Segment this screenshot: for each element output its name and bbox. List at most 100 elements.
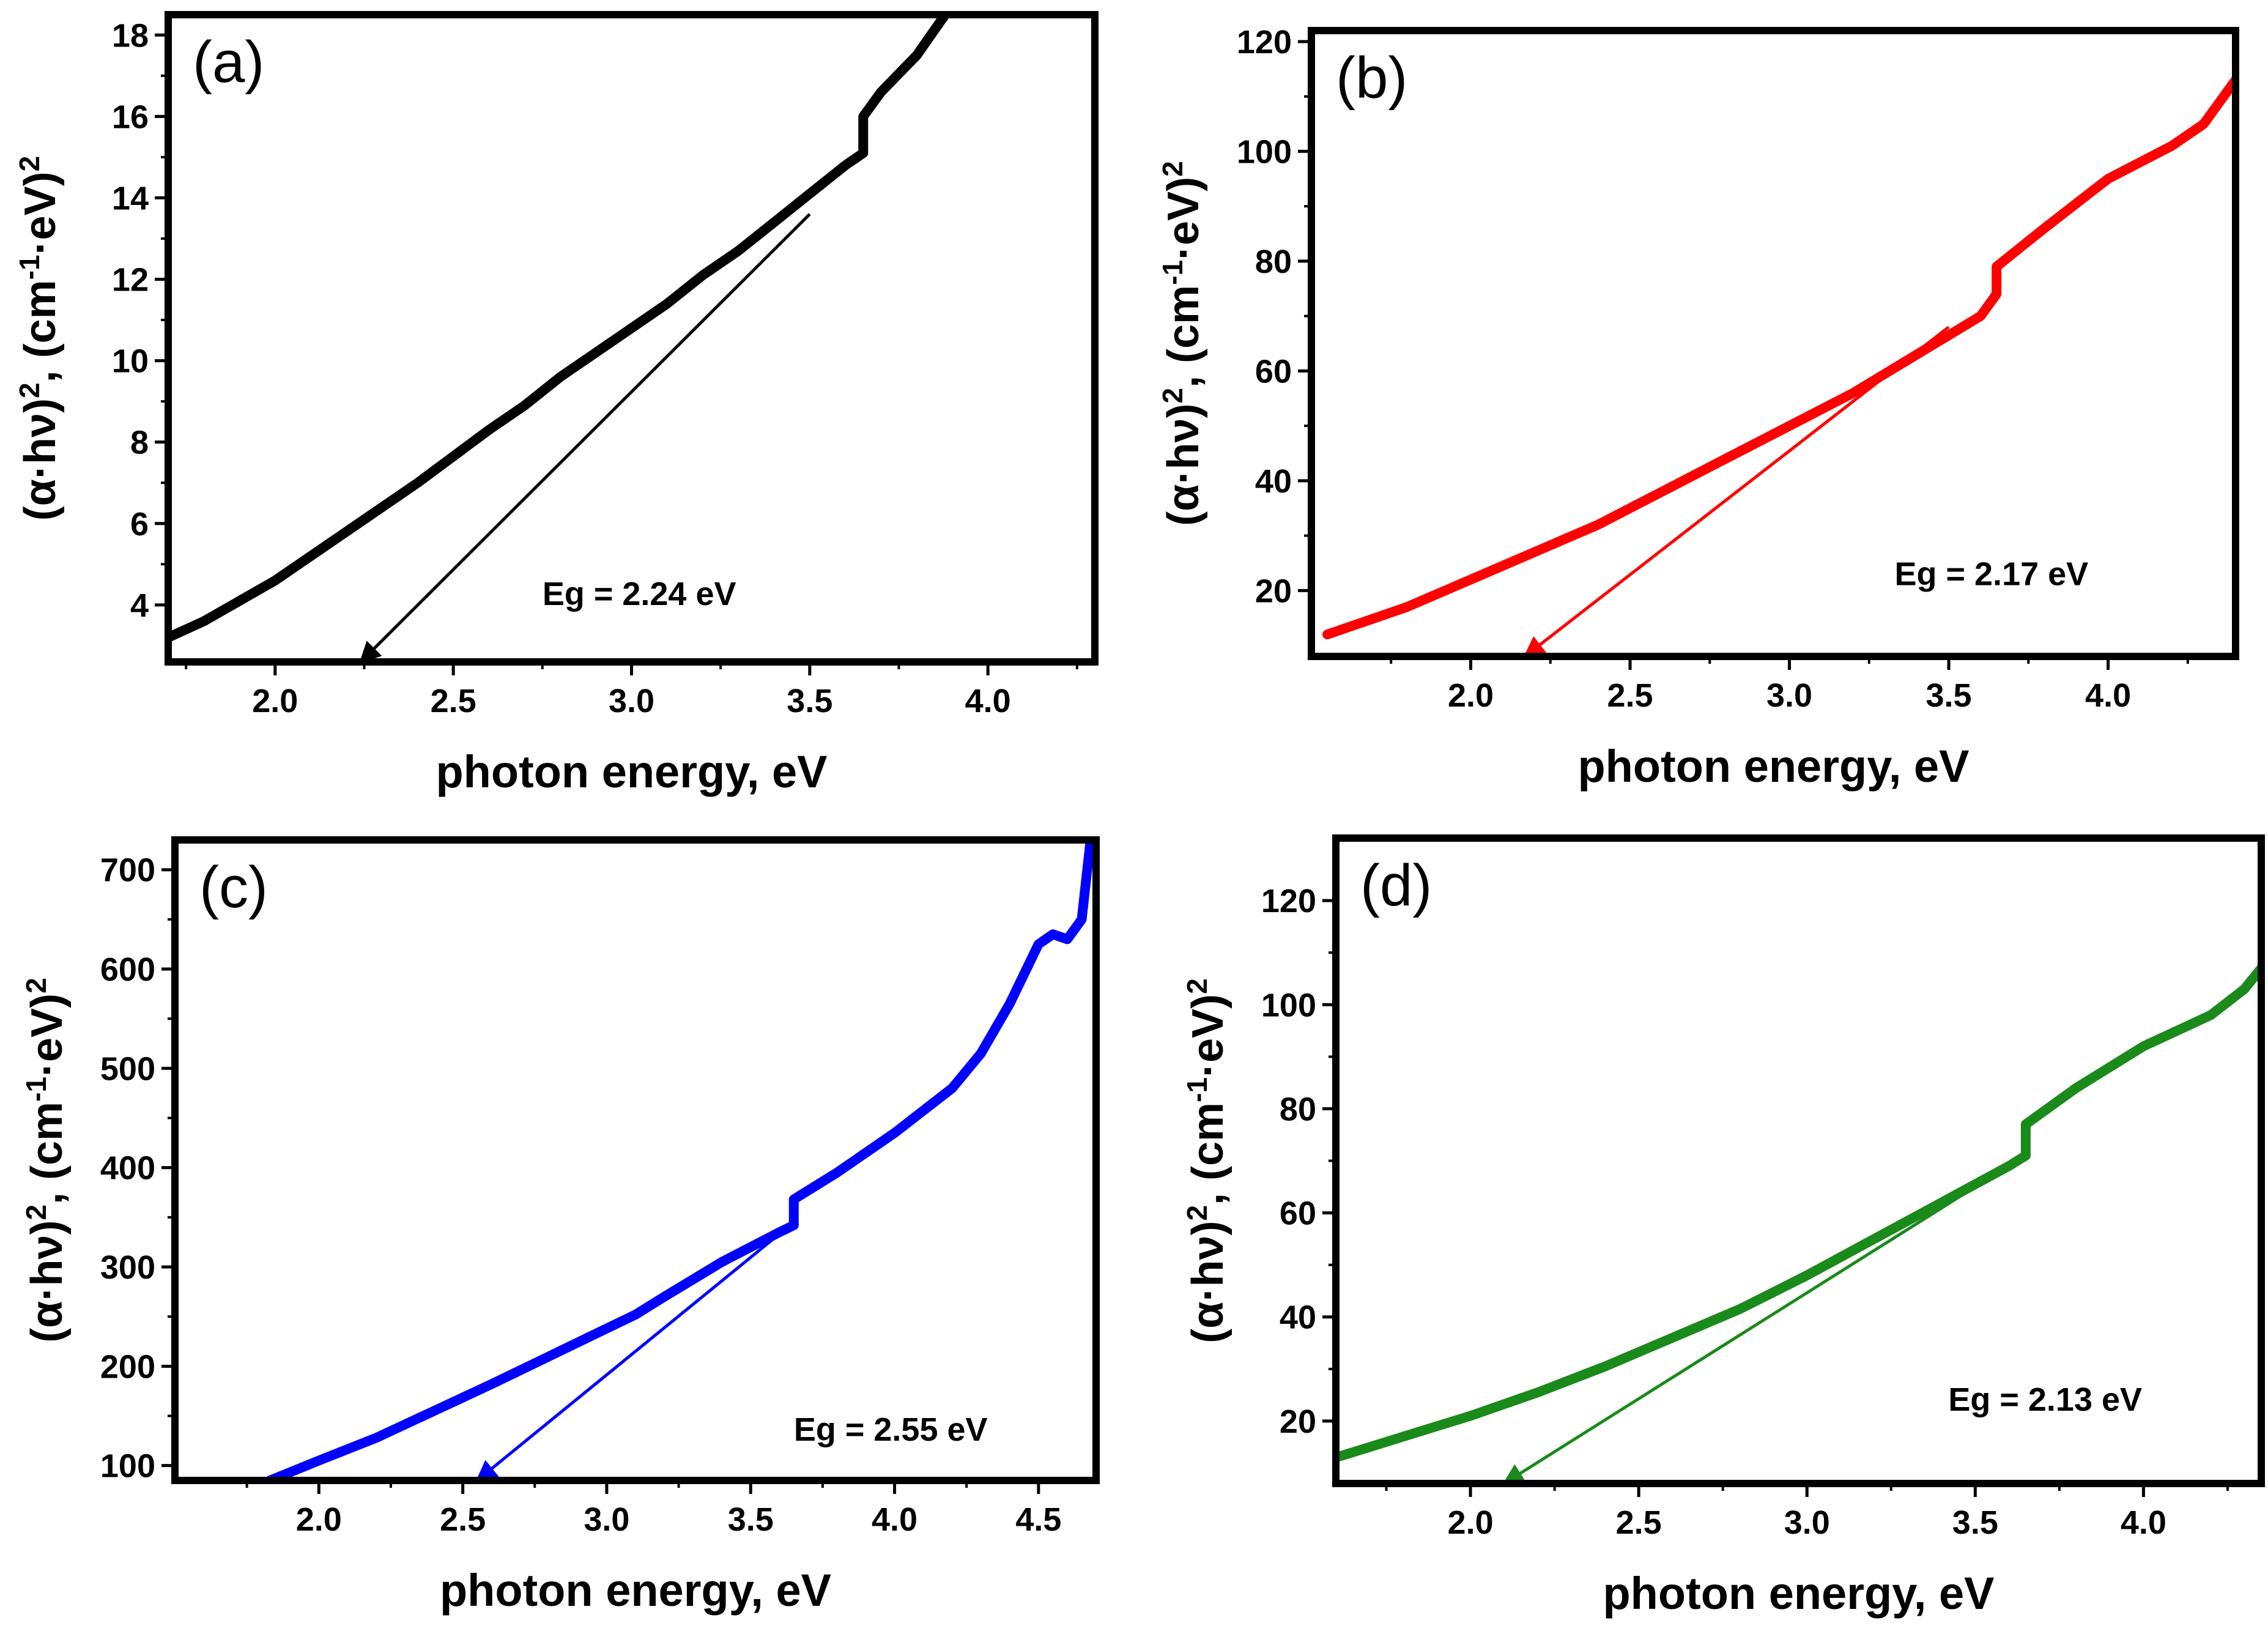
panel-c-xtick-label: 4.5 (1015, 1501, 1061, 1538)
panel-c-eg-label: Eg = 2.55 eV (794, 1411, 988, 1448)
panel-d-label: (d) (1360, 853, 1432, 918)
panel-c-ylabel-part: (α·hν) (23, 1220, 72, 1342)
panel-d-ytick-label: 40 (1280, 1299, 1316, 1336)
panel-a-ylabel-part: 2 (13, 382, 45, 398)
panel-b-ytick-label: 60 (1255, 353, 1292, 390)
panel-d-ytick-label: 20 (1280, 1403, 1316, 1440)
panel-b-ytick-label: 20 (1255, 573, 1292, 609)
panel-a-ytick-label: 8 (130, 425, 149, 461)
panel-d-eg-label: Eg = 2.13 eV (1948, 1381, 2142, 1418)
panel-b-xtick-label: 3.5 (1926, 677, 1972, 714)
panel-d-xlabel: photon energy, eV (1603, 1568, 1994, 1619)
panel-a-ytick-label: 10 (112, 343, 149, 380)
panel-d-frame (1332, 834, 2265, 1487)
panel-d-ylabel-part: , (cm (1184, 1102, 1232, 1205)
panels: 2.0 2.5 3.0 3.5 4.0 4 6 8 10 12 14 16 18 (a) Eg = 2.24… (13, 11, 2265, 1619)
panel-c-ytick-label: 500 (100, 1050, 155, 1087)
panel-a-ylabel: (α·hν)2, (cm-1·eV)2 (13, 156, 65, 521)
panel-c-xtick-label: 4.0 (872, 1501, 917, 1538)
panel-c-ylabel-part: 2 (20, 1205, 52, 1220)
panel-b-xtick-label: 2.5 (1607, 677, 1653, 714)
panel-b-ylabel-part: -1 (1157, 260, 1188, 285)
panel-a-eg-label: Eg = 2.24 eV (543, 576, 736, 612)
panel-d-ylabel: (α·hν)2, (cm-1·eV)2 (1181, 978, 1232, 1343)
panel-a-xlabel: photon energy, eV (435, 746, 827, 797)
panel-b-ylabel-part: ·eV) (1159, 177, 1208, 260)
panel-b-ytick-label: 100 (1237, 133, 1292, 170)
panel-b-data-line (1322, 75, 2236, 640)
panel-d-tangent-arrow (1502, 1185, 1976, 1485)
panel-a-ylabel-part: -1 (13, 254, 45, 280)
panel-d-xtick-label: 3.5 (1952, 1504, 1998, 1541)
panel-b-ylabel: (α·hν)2, (cm-1·eV)2 (1157, 161, 1208, 525)
panel-a-xtick-label: 2.5 (431, 683, 476, 719)
panel-a-label: (a) (193, 29, 264, 95)
panel-d-ytick-label: 80 (1280, 1091, 1316, 1127)
panel-a-ylabel-part: 2 (13, 156, 45, 172)
panel-a-ytick-label: 18 (112, 17, 149, 54)
panel-b-xtick-label: 4.0 (2085, 677, 2131, 714)
panel-d: 2.0 2.5 3.0 3.5 4.0 20 40 60 80 100 120 (d) Eg = 2.1… (1181, 834, 2265, 1619)
panel-a-data-line (168, 15, 951, 643)
panel-c-data-line (265, 840, 1095, 1480)
panel-a-ytick-label: 6 (130, 506, 149, 543)
panel-c-frame (171, 836, 1100, 1484)
panel-c-ylabel: (α·hν)2, (cm-1·eV)2 (20, 978, 72, 1342)
panel-d-ylabel-part: 2 (1181, 978, 1213, 994)
panel-b-ylabel-part: (α·hν) (1159, 403, 1208, 525)
panel-d-ylabel-part: -1 (1181, 1077, 1213, 1102)
panel-b-xtick-label: 3.0 (1766, 677, 1812, 714)
panel-c-label: (c) (199, 855, 268, 920)
panel-a-xtick-label: 2.0 (252, 683, 298, 719)
panel-a-ytick-label: 4 (130, 587, 149, 624)
panel-c-xtick-label: 3.5 (728, 1501, 774, 1538)
panel-d-data-line (1336, 963, 2261, 1463)
panel-b-tangent-arrow (1523, 325, 1950, 658)
panel-b-ylabel-part: 2 (1157, 161, 1188, 177)
panel-c-xtick-label: 2.0 (296, 1501, 342, 1538)
panel-c-xtick-label: 3.0 (584, 1501, 629, 1538)
panel-c: 2.0 2.5 3.0 3.5 4.0 4.5 100 200 300 400 500 600 700 (… (20, 836, 1100, 1616)
panel-a-ytick-label: 12 (112, 262, 149, 299)
panel-d-ytick-label: 100 (1261, 987, 1316, 1023)
panel-a-ylabel-part: ·eV) (16, 171, 65, 254)
panel-c-ylabel-part: 2 (20, 978, 52, 993)
panel-d-xtick-label: 2.0 (1448, 1504, 1494, 1541)
panel-c-ytick-label: 300 (100, 1249, 155, 1286)
panel-b-eg-label: Eg = 2.17 eV (1894, 555, 2088, 592)
panel-d-ylabel-part: ·eV) (1184, 994, 1232, 1077)
panel-b-ytick-label: 40 (1255, 463, 1292, 500)
panel-d-ytick-label: 60 (1280, 1195, 1316, 1232)
panel-b-ylabel-part: , (cm (1159, 285, 1208, 388)
panel-a-xtick-label: 3.5 (787, 683, 832, 719)
panel-c-xtick-label: 2.5 (440, 1501, 486, 1538)
panel-d-ylabel-part: (α·hν) (1184, 1220, 1232, 1343)
panel-a-tangent-arrow (359, 213, 811, 664)
panel-b-label: (b) (1336, 45, 1407, 111)
panel-a: 2.0 2.5 3.0 3.5 4.0 4 6 8 10 12 14 16 18 (a) Eg = 2.24… (13, 11, 1099, 797)
panel-b: 2.0 2.5 3.0 3.5 4.0 20 40 60 80 100 120 (b) Eg = 2.1… (1157, 24, 2239, 792)
panel-b-ylabel-part: 2 (1157, 388, 1188, 404)
panel-d-ytick-label: 120 (1261, 883, 1316, 919)
panel-a-ytick-label: 16 (112, 98, 149, 135)
panel-d-ylabel-part: 2 (1181, 1205, 1213, 1221)
panel-c-ylabel-part: , (cm (23, 1102, 72, 1205)
panel-c-ylabel-part: ·eV) (23, 993, 72, 1077)
panel-c-tangent-arrow (475, 1228, 787, 1482)
panel-b-xtick-label: 2.0 (1448, 677, 1494, 714)
panel-c-ytick-label: 400 (100, 1150, 155, 1187)
panel-b-frame (1308, 27, 2239, 660)
panel-b-ytick-label: 120 (1237, 24, 1292, 61)
panel-a-ylabel-part: , (cm (16, 280, 65, 382)
panel-b-xlabel: photon energy, eV (1577, 741, 1969, 792)
panel-a-xtick-label: 4.0 (965, 683, 1011, 719)
panel-c-ylabel-part: -1 (20, 1077, 52, 1102)
panel-c-ytick-label: 700 (100, 852, 155, 889)
panel-a-ylabel-part: (α·hν) (16, 398, 65, 521)
panel-c-ytick-label: 100 (100, 1448, 155, 1485)
panel-a-frame (165, 11, 1099, 666)
panel-a-ytick-label: 14 (112, 180, 149, 217)
panel-b-ytick-label: 80 (1255, 243, 1292, 280)
panel-d-xtick-label: 4.0 (2121, 1504, 2166, 1541)
